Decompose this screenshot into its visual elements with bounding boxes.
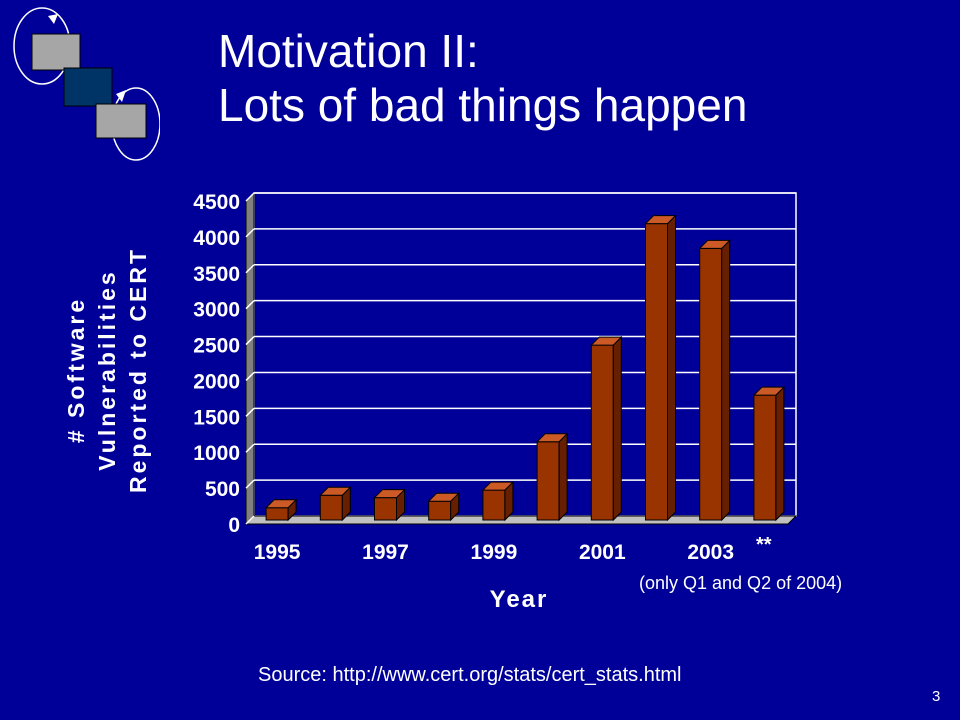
- bar: [374, 497, 397, 521]
- bar-side: [558, 432, 568, 522]
- slide-title: Motivation II: Lots of bad things happen: [218, 24, 747, 132]
- gridline-depth: [245, 443, 255, 453]
- bar-side: [612, 335, 622, 522]
- bar-top: [535, 433, 569, 443]
- bar: [699, 247, 723, 521]
- y-tick-label: 2000: [193, 370, 240, 393]
- bar-top: [319, 486, 352, 496]
- bar-top: [698, 239, 731, 249]
- gridline-depth: [245, 515, 255, 525]
- y-tick-label: 4500: [193, 191, 240, 214]
- x-tick-label: 1997: [362, 541, 409, 564]
- y-axis-title-line: Vulnerabilities: [94, 269, 120, 470]
- gridline-depth: [245, 228, 255, 238]
- y-tick-label: 1500: [193, 406, 240, 429]
- page-number: 3: [932, 688, 941, 705]
- bar: [319, 494, 343, 521]
- source-citation: Source: http://www.cert.org/stats/cert_s…: [258, 664, 682, 686]
- bar-top: [644, 215, 677, 225]
- bar-side: [721, 239, 731, 522]
- gridline-depth: [245, 371, 255, 381]
- chart-footnote: (only Q1 and Q2 of 2004): [639, 573, 843, 593]
- gridline-depth: [245, 407, 255, 417]
- y-tick-label: 4000: [193, 227, 240, 250]
- bar-top: [264, 499, 298, 509]
- gridline-depth: [245, 264, 255, 274]
- bar: [536, 441, 560, 521]
- bar-top: [590, 336, 623, 346]
- y-tick-label: 3500: [193, 263, 240, 286]
- y-tick-label: 2500: [193, 335, 240, 358]
- x-tick-label: 2001: [579, 541, 626, 564]
- x-tick-label: 1999: [471, 541, 518, 564]
- gridline-depth: [245, 336, 255, 346]
- gridline-depth: [245, 192, 255, 202]
- bar-top: [373, 489, 406, 499]
- y-tick-label: 500: [205, 478, 240, 501]
- y-axis-title-line: Reported to CERT: [125, 247, 151, 493]
- bar-top: [427, 492, 460, 502]
- title-line-2: Lots of bad things happen: [218, 79, 748, 131]
- gridline-depth: [245, 300, 255, 310]
- x-tick-label: 2003: [687, 541, 734, 564]
- logo-icon: [13, 7, 160, 161]
- y-tick-label: 0: [228, 514, 240, 537]
- bar-top: [752, 386, 786, 396]
- x-tick-label: 1995: [254, 541, 301, 564]
- x-axis-title: Year: [490, 586, 549, 613]
- bar: [590, 344, 614, 521]
- bar: [265, 507, 289, 521]
- bar: [753, 394, 777, 521]
- plot-side-wall: [245, 191, 255, 526]
- bar-side: [775, 385, 785, 522]
- gridline-depth: [245, 479, 255, 489]
- y-axis-title-line: # Software: [63, 297, 89, 443]
- note-marker: **: [756, 534, 772, 556]
- bar: [482, 489, 506, 521]
- bar: [645, 223, 668, 521]
- bar-top: [481, 481, 515, 491]
- bar-side: [667, 214, 676, 522]
- title-line-1: Motivation II:: [218, 25, 479, 77]
- y-tick-label: 1000: [193, 442, 240, 465]
- bar: [428, 500, 452, 521]
- y-tick-label: 3000: [193, 299, 240, 322]
